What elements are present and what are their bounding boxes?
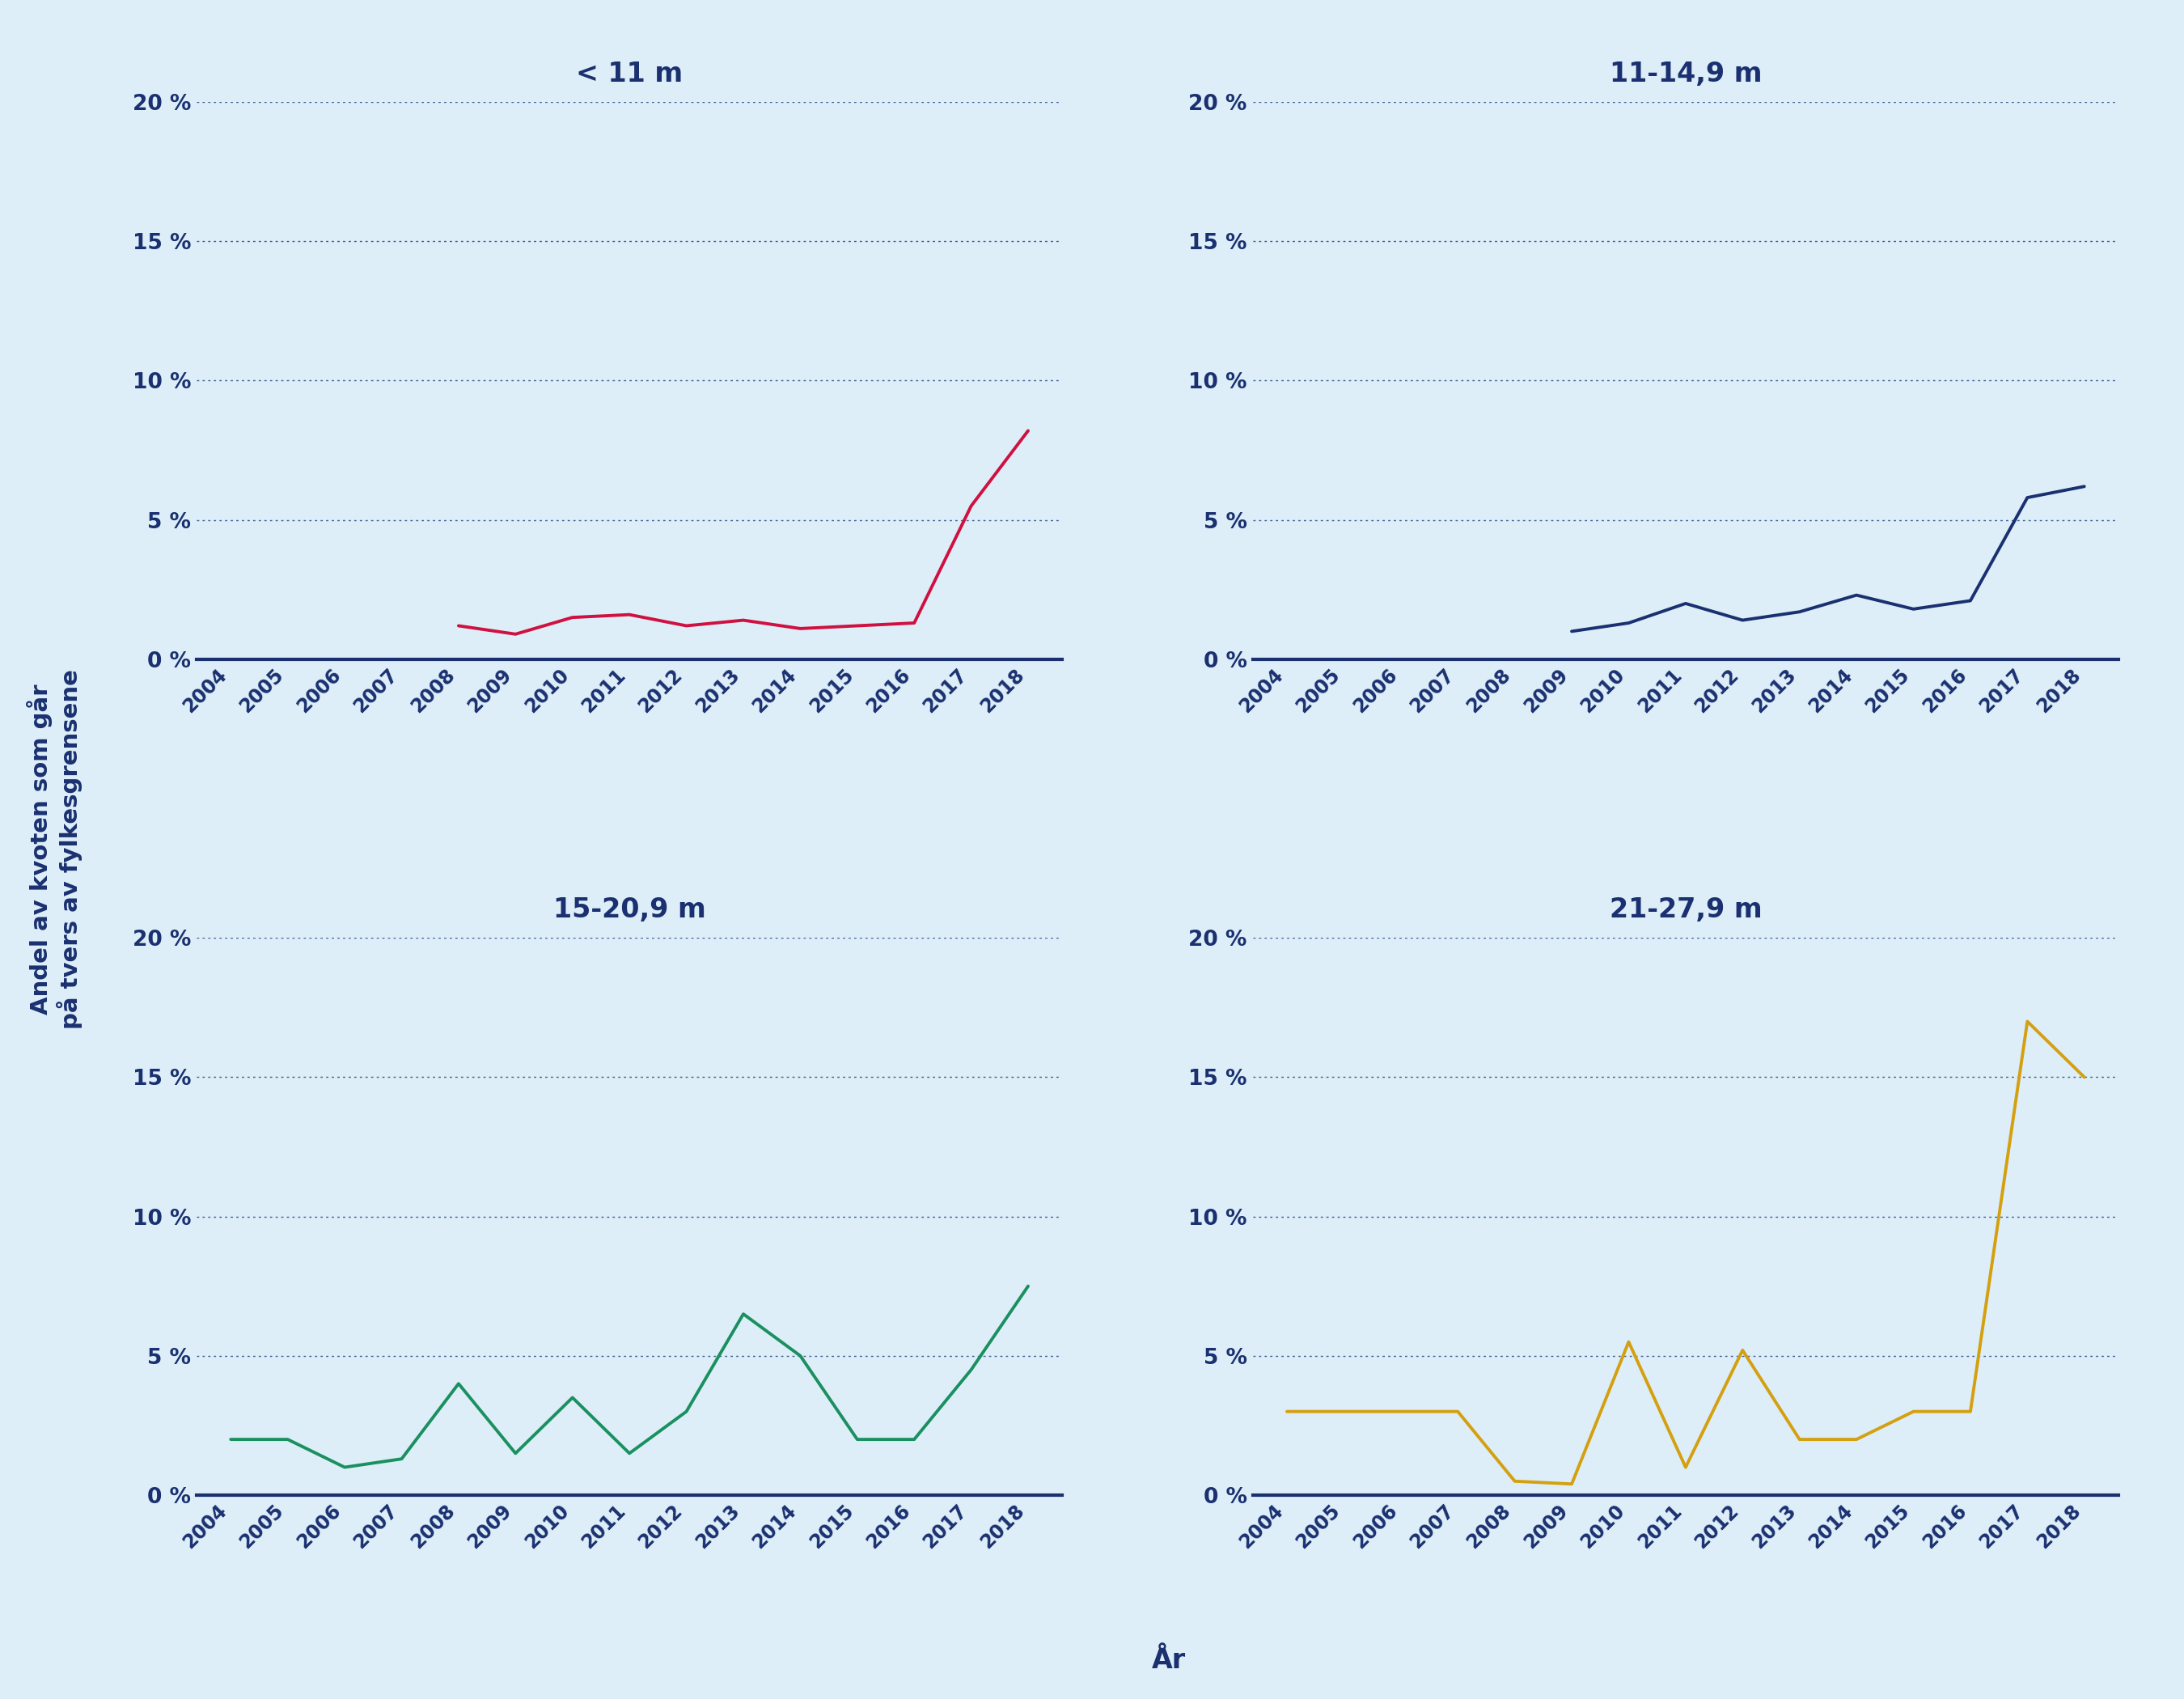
Text: Andel av kvoten som går
på tvers av fylkesgrensene: Andel av kvoten som går på tvers av fylk… [26, 669, 83, 1030]
Title: 15-20,9 m: 15-20,9 m [553, 897, 705, 923]
Title: 21-27,9 m: 21-27,9 m [1610, 897, 1762, 923]
Text: År: År [1151, 1646, 1186, 1674]
Title: < 11 m: < 11 m [577, 61, 684, 87]
Title: 11-14,9 m: 11-14,9 m [1610, 61, 1762, 87]
